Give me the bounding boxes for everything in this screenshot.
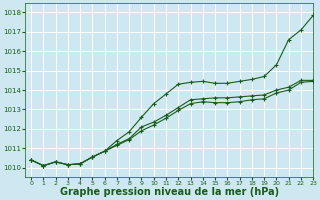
X-axis label: Graphe pression niveau de la mer (hPa): Graphe pression niveau de la mer (hPa) (60, 187, 279, 197)
